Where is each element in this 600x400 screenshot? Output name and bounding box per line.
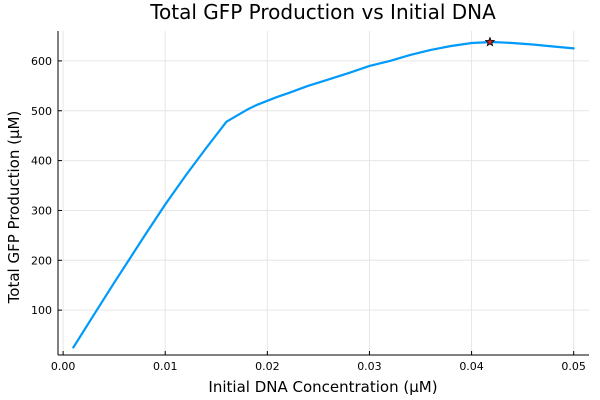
chart-title: Total GFP Production vs Initial DNA [149,0,496,24]
x-tick-label: 0.04 [459,360,484,373]
y-tick-label: 200 [31,254,52,267]
max-star-marker [484,36,496,47]
ticks: 0.00 0.01 0.02 0.03 0.04 0.05 100 200 300 400 500 6… [31,55,586,373]
y-tick-label: 600 [31,55,52,68]
x-tick-label: 0.05 [561,360,586,373]
series-line [72,40,575,349]
y-tick-label: 400 [31,155,52,168]
grid [58,31,589,355]
y-tick-label: 500 [31,105,52,118]
axes [57,31,589,356]
x-tick-label: 0.00 [51,360,76,373]
y-tick-label: 300 [31,204,52,217]
x-tick-label: 0.01 [153,360,178,373]
x-tick-label: 0.02 [255,360,280,373]
y-axis-label: Total GFP Production (µM) [5,111,23,305]
x-tick-label: 0.03 [357,360,382,373]
y-tick-label: 100 [31,304,52,317]
plot-area [72,36,575,349]
x-axis-label: Initial DNA Concentration (µM) [208,378,437,396]
